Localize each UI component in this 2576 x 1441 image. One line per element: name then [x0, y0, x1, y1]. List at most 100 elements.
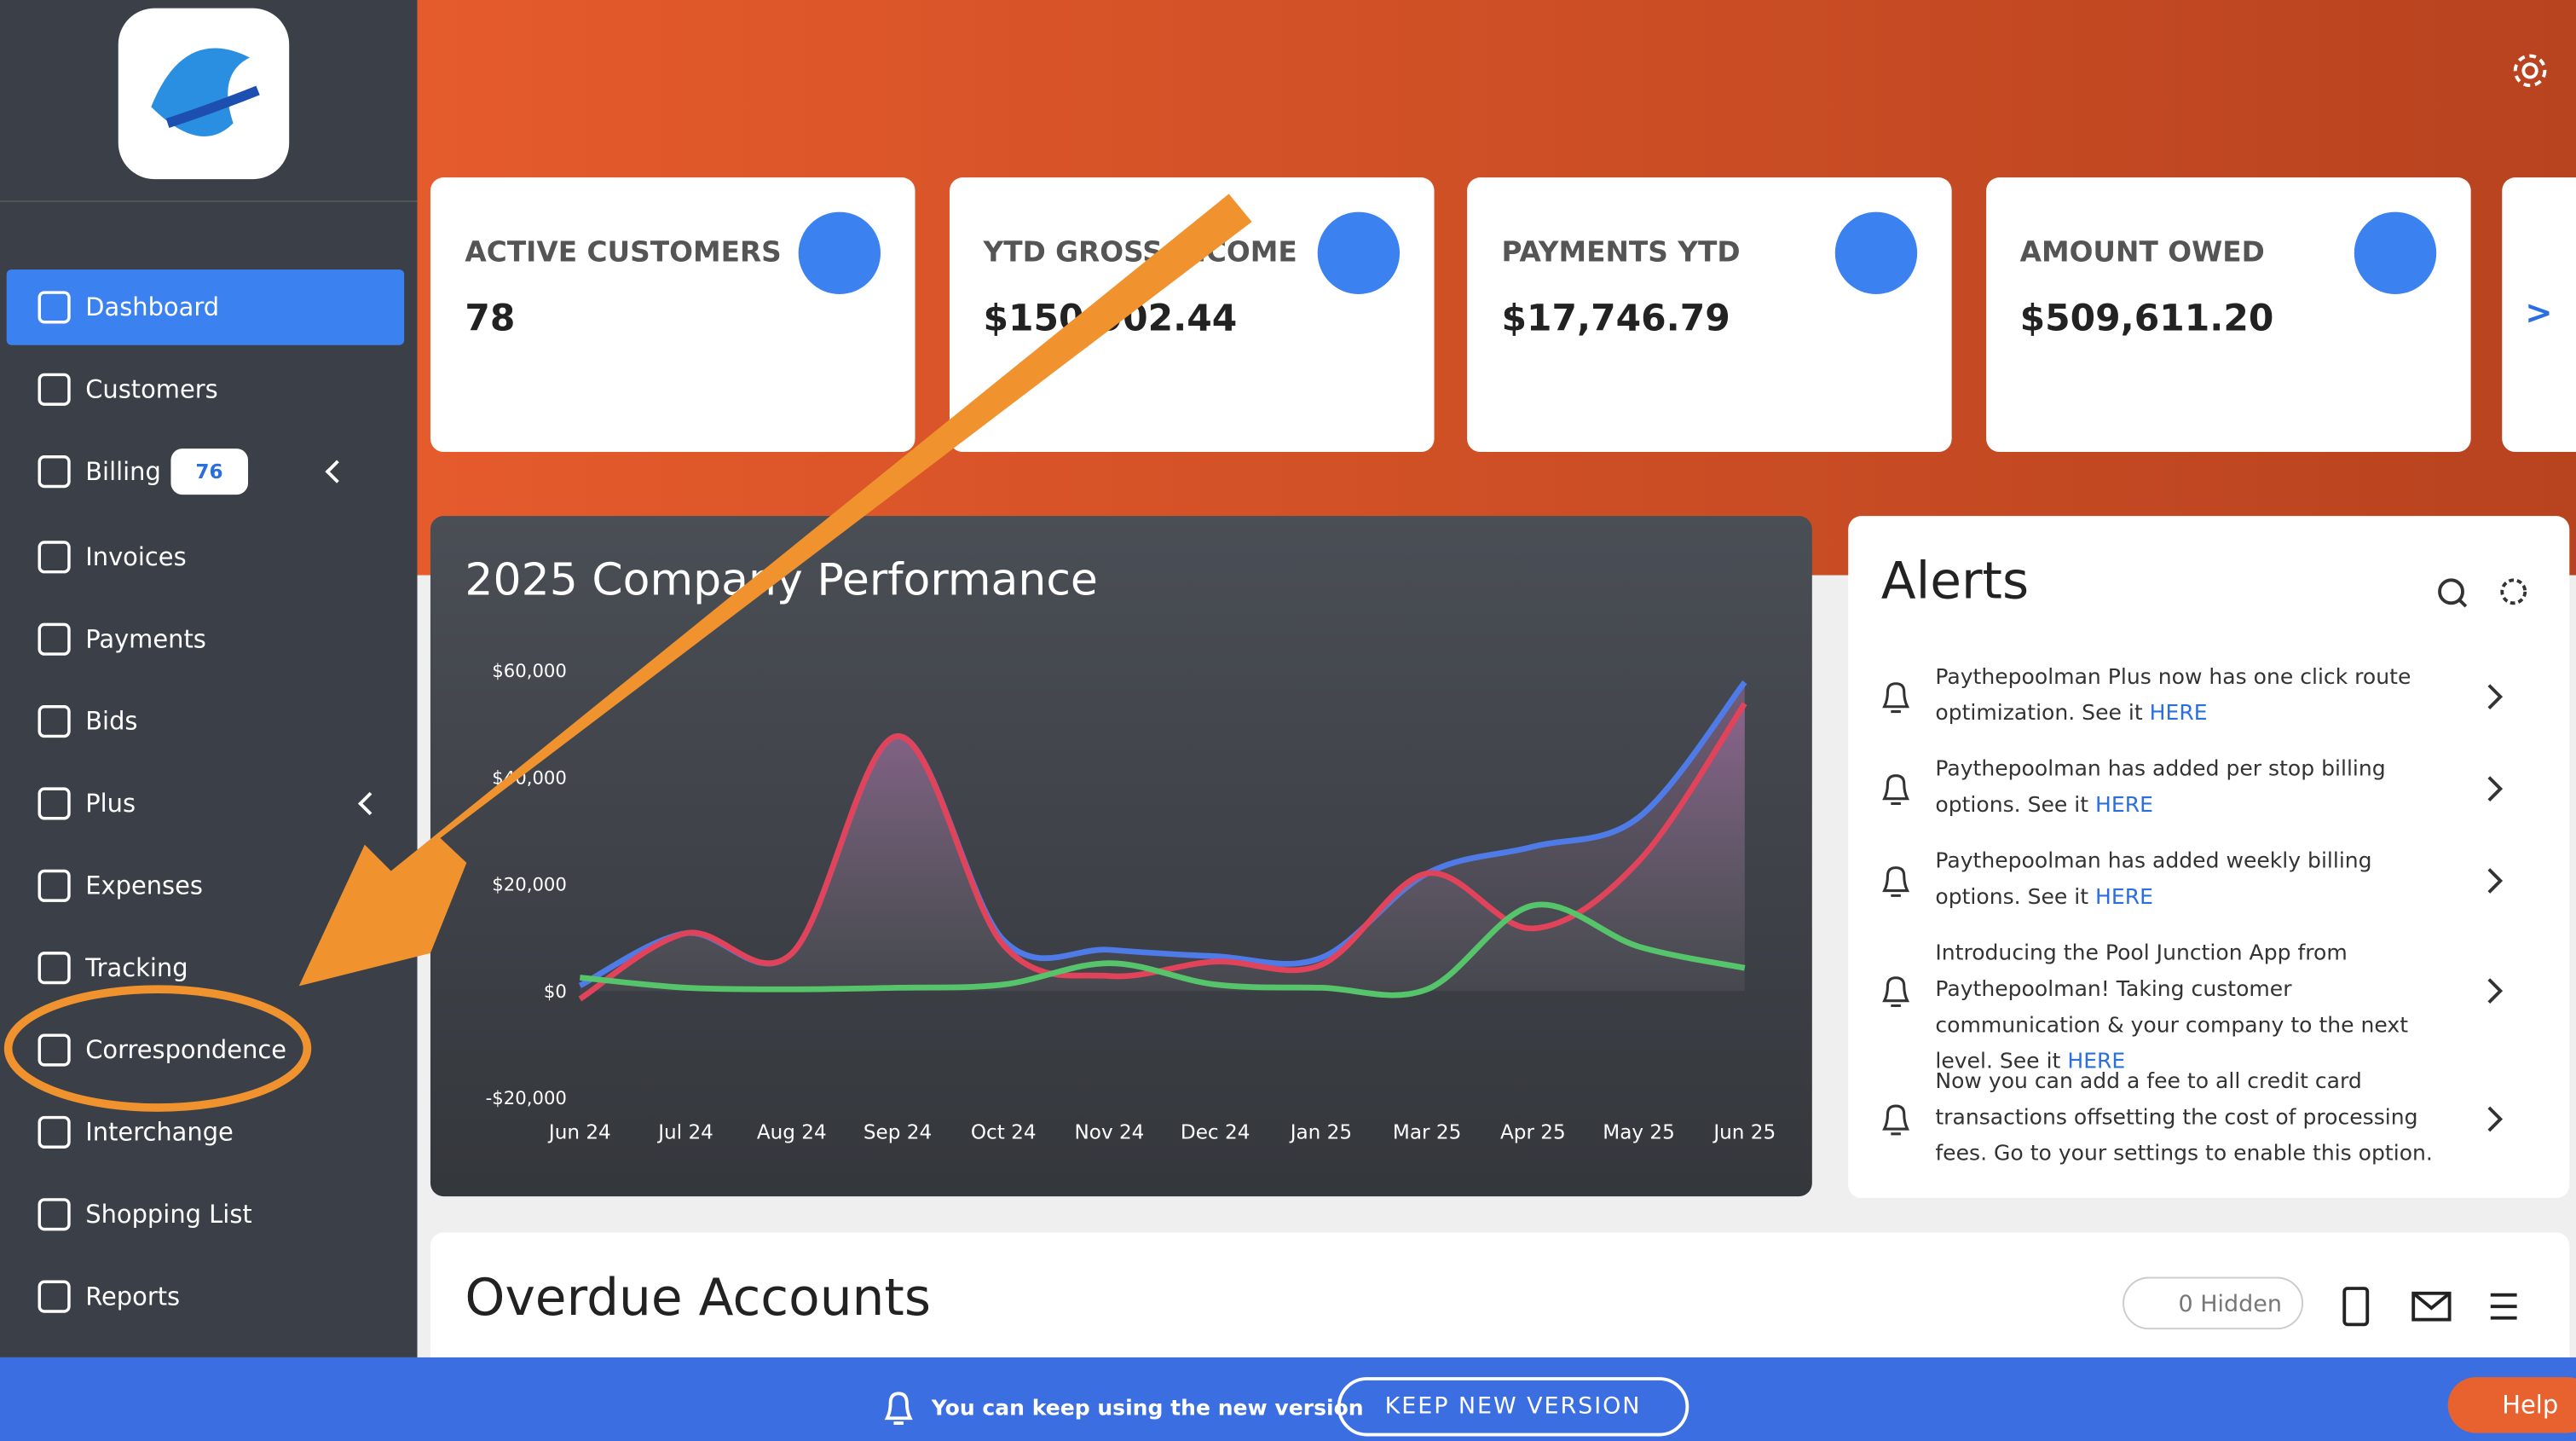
- nav-label: Shopping List: [85, 1199, 252, 1230]
- stat-card: YTD GROSS INCOME $150,902.44: [949, 177, 1434, 453]
- alert-chevron: [2487, 1106, 2504, 1132]
- alert-text: Paythepoolman has added weekly billing o…: [1935, 849, 2372, 911]
- nav-label: Customers: [85, 374, 218, 405]
- nav-item[interactable]: Payments: [7, 601, 404, 677]
- alert-chevron: [2487, 776, 2504, 802]
- nav-item[interactable]: Interchange: [7, 1095, 404, 1171]
- chart-title: 2025 Company Performance: [465, 555, 1098, 606]
- card-more[interactable]: >: [2502, 177, 2576, 453]
- nav-icon: [38, 622, 71, 656]
- stat-icon: [1834, 211, 1918, 294]
- icon-shape: [38, 1280, 71, 1313]
- overdue-title: Overdue Accounts: [465, 1268, 931, 1328]
- nav-label: Tracking: [85, 952, 188, 983]
- icon-shape: [38, 373, 71, 406]
- alert-link[interactable]: HERE: [2095, 885, 2153, 911]
- help-button[interactable]: Help: [2447, 1377, 2576, 1433]
- nav-item[interactable]: Tracking: [7, 930, 404, 1006]
- alert-row[interactable]: Introducing the Pool Junction App from P…: [1882, 937, 2504, 1082]
- nav-label: Expenses: [85, 871, 203, 901]
- alert-row[interactable]: Paythepoolman has added per stop billing…: [1882, 753, 2504, 825]
- chevron-shape: [2487, 978, 2504, 1004]
- stat-card: ACTIVE CUSTOMERS 78: [430, 177, 915, 453]
- x-tick-label: May 25: [1603, 1122, 1675, 1144]
- hidden-toggle[interactable]: 0 Hidden: [2123, 1276, 2304, 1330]
- nav-icon: [38, 291, 71, 324]
- nav-item[interactable]: Reports: [7, 1259, 404, 1334]
- nav-label: Interchange: [85, 1117, 234, 1148]
- x-tick-label: Jan 25: [1289, 1122, 1352, 1144]
- nav-item[interactable]: Shopping List: [7, 1177, 404, 1253]
- x-tick-label: Aug 24: [757, 1122, 827, 1144]
- bell-shape: [1882, 1104, 1910, 1136]
- nav-item[interactable]: Billing 76: [7, 434, 404, 510]
- x-tick-label: Mar 25: [1393, 1122, 1461, 1144]
- alert-row[interactable]: Now you can add a fee to all credit card…: [1882, 1065, 2504, 1173]
- alert-row[interactable]: Paythepoolman has added weekly billing o…: [1882, 845, 2504, 917]
- keep-version-button[interactable]: KEEP NEW VERSION: [1337, 1377, 1689, 1437]
- alert-text: Paythepoolman has added per stop billing…: [1935, 757, 2386, 819]
- y-tick-label: $20,000: [492, 874, 567, 895]
- chevron-shape: [2487, 868, 2504, 894]
- settings-icon[interactable]: [2510, 51, 2550, 90]
- alert-row[interactable]: Paythepoolman Plus now has one click rou…: [1882, 661, 2504, 733]
- alert-bell: [1882, 1104, 1910, 1136]
- alert-link[interactable]: HERE: [2149, 701, 2208, 726]
- banner: You can keep using the new version KEEP …: [0, 1357, 2576, 1441]
- nav-label: Payments: [85, 624, 206, 655]
- nav-icon: [38, 869, 71, 902]
- nav-label: Bids: [85, 706, 138, 737]
- alert-chevron: [2487, 978, 2504, 1004]
- nav-item[interactable]: Correspondence: [7, 1012, 404, 1088]
- nav-label: Correspondence: [85, 1035, 287, 1065]
- y-tick-label: $0: [544, 981, 567, 1002]
- icon-shape: [38, 705, 71, 738]
- stat-icon: [2353, 211, 2436, 294]
- overdue-tools[interactable]: [2336, 1287, 2517, 1327]
- bell-shape: [1882, 866, 1910, 897]
- chevron-shape: [2487, 684, 2504, 710]
- bell-shape: [1882, 976, 1910, 1008]
- icon-shape: [38, 622, 71, 656]
- nav-item[interactable]: Dashboard: [6, 269, 405, 345]
- alert-bell: [1882, 682, 1910, 714]
- stat-label: YTD GROSS INCOME: [983, 236, 1297, 270]
- expand-caret: [358, 791, 382, 816]
- nav-item[interactable]: Bids: [7, 684, 404, 760]
- icon-shape: [38, 869, 71, 902]
- expand-caret: [325, 460, 349, 483]
- nav-item[interactable]: Customers: [7, 351, 404, 427]
- nav-item[interactable]: Expenses: [7, 848, 404, 923]
- alert-chevron: [2487, 684, 2504, 710]
- nav-icon: [38, 1033, 71, 1067]
- logo-art: [151, 48, 260, 136]
- alert-bell: [1882, 866, 1910, 897]
- icon-shape: [38, 1115, 71, 1149]
- nav-item[interactable]: Plus: [7, 766, 404, 842]
- x-tick-label: Jun 24: [547, 1122, 611, 1144]
- stat-value: $150,902.44: [983, 298, 1238, 340]
- alert-link[interactable]: HERE: [2095, 793, 2153, 819]
- chevron-shape: [2487, 776, 2504, 802]
- overdue-panel: Overdue Accounts 0 Hidden: [430, 1232, 2570, 1380]
- next-arrow[interactable]: >: [2525, 292, 2553, 333]
- alerts-title: Alerts: [1880, 552, 2030, 611]
- alert-bell: [1882, 774, 1910, 805]
- x-tick-label: Oct 24: [971, 1122, 1037, 1144]
- nav-label: Plus: [85, 789, 136, 819]
- stat-card: AMOUNT OWED $509,611.20: [1985, 177, 2470, 453]
- icon-shape: [38, 787, 71, 820]
- alerts-tools[interactable]: [2433, 576, 2548, 611]
- icon-shape: [38, 541, 71, 574]
- nav-icon: [38, 1280, 71, 1313]
- stat-card: PAYMENTS YTD $17,746.79: [1467, 177, 1952, 453]
- nav-item[interactable]: Invoices: [7, 519, 404, 595]
- nav-label: Reports: [85, 1282, 181, 1311]
- logo[interactable]: [118, 8, 290, 180]
- chart: 2025 Company Performance -$20,000 $0 $20,0…: [465, 555, 1776, 1144]
- badge: 76: [170, 449, 248, 495]
- nav-icon: [38, 1115, 71, 1149]
- alert-link[interactable]: HERE: [2067, 1050, 2126, 1075]
